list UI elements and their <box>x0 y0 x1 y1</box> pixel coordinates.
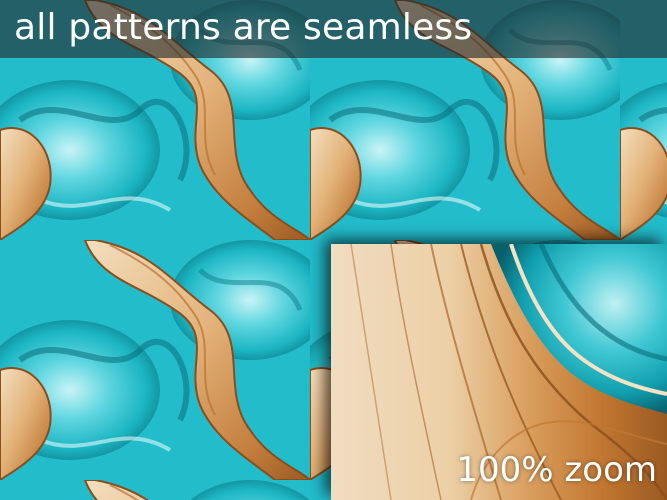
zoom-detail-image <box>331 244 667 500</box>
caption-banner: all patterns are seamless <box>0 0 667 58</box>
zoom-inset: 100% zoom <box>331 244 667 500</box>
caption-text: all patterns are seamless <box>14 7 473 48</box>
zoom-label: 100% zoom <box>456 450 657 490</box>
